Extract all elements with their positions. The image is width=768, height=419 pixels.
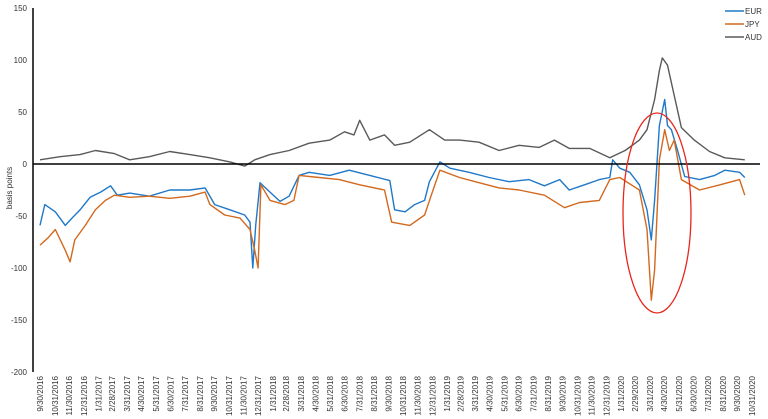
series-line-aud	[39, 57, 745, 167]
highlight-ellipse	[622, 112, 692, 314]
x-tick-label: 3/31/2018	[297, 375, 306, 411]
x-tick-label: 6/30/2020	[689, 375, 698, 411]
x-tick-label: 11/30/2019	[588, 375, 597, 415]
x-tick-label: 4/30/2020	[660, 375, 669, 411]
x-tick-label: 9/30/2019	[559, 375, 568, 411]
y-axis-label: basis points	[5, 167, 14, 209]
x-tick-label: 5/31/2019	[500, 375, 509, 411]
x-tick-label: 10/31/2016	[51, 375, 60, 416]
x-tick-label: 6/30/2017	[166, 375, 175, 411]
y-tick-label: 150	[14, 4, 28, 13]
y-tick-label: -150	[11, 316, 28, 325]
y-tick-label: 0	[23, 160, 28, 169]
x-tick-label: 10/31/2018	[399, 375, 408, 416]
x-tick-label: 12/31/2017	[254, 375, 263, 416]
x-tick-label: 8/31/2020	[719, 375, 728, 411]
x-tick-label: 2/28/2019	[456, 375, 465, 411]
legend-label-eur: EUR	[745, 7, 762, 16]
x-tick-label: 10/31/2020	[748, 375, 757, 416]
x-tick-label: 12/31/2018	[428, 375, 437, 416]
x-tick-label: 1/31/2020	[617, 375, 626, 411]
legend: EUR JPY AUD	[725, 7, 762, 42]
x-tick-label: 10/31/2019	[573, 375, 582, 416]
x-tick-label: 9/30/2017	[210, 375, 219, 411]
x-tick-label: 5/31/2020	[675, 375, 684, 411]
x-tick-label: 12/31/2019	[602, 375, 611, 416]
x-tick-label: 6/30/2018	[340, 375, 349, 411]
x-tick-label: 2/28/2017	[108, 375, 117, 411]
x-tick-label: 8/31/2019	[544, 375, 553, 411]
x-tick-label: 4/30/2018	[311, 375, 320, 411]
x-tick-label: 4/30/2019	[486, 375, 495, 411]
x-tick-label: 11/30/2017	[239, 375, 248, 415]
x-tick-label: 9/30/2016	[36, 375, 45, 411]
x-tick-label: 10/31/2017	[225, 375, 234, 416]
x-tick-label: 6/30/2019	[515, 375, 524, 411]
legend-label-aud: AUD	[745, 33, 762, 42]
x-axis-ticks: 9/30/2016 10/31/2016 11/30/2016 12/31/2016 1…	[36, 375, 757, 416]
series-line-eur	[39, 98, 746, 269]
x-tick-label: 3/31/2017	[123, 375, 132, 411]
series-line-jpy	[39, 128, 746, 301]
x-tick-label: 5/31/2017	[152, 375, 161, 411]
x-tick-label: 3/31/2020	[646, 375, 655, 411]
x-tick-label: 7/31/2020	[704, 375, 713, 411]
x-tick-label: 8/31/2018	[370, 375, 379, 411]
x-tick-label: 7/31/2017	[181, 375, 190, 411]
x-tick-label: 7/31/2018	[355, 375, 364, 411]
x-tick-label: 5/31/2018	[326, 375, 335, 411]
x-tick-label: 9/30/2018	[384, 375, 393, 411]
y-tick-label: 50	[18, 108, 27, 117]
legend-label-jpy: JPY	[745, 20, 760, 29]
x-tick-label: 8/31/2017	[196, 375, 205, 411]
x-tick-label: 1/31/2019	[443, 375, 452, 411]
y-axis-ticks: 150 100 50 0 -50 -100 -150 -200	[11, 4, 28, 377]
x-tick-label: 11/30/2018	[413, 375, 422, 415]
y-tick-label: -100	[11, 264, 28, 273]
x-tick-label: 2/28/2018	[282, 375, 291, 411]
x-tick-label: 7/31/2019	[529, 375, 538, 411]
y-tick-label: -200	[11, 368, 28, 377]
x-tick-label: 1/31/2017	[95, 375, 104, 411]
x-tick-label: 9/30/2020	[733, 375, 742, 411]
series-lines	[39, 57, 746, 301]
x-tick-label: 4/30/2017	[137, 375, 146, 411]
x-tick-label: 12/31/2016	[80, 375, 89, 416]
x-tick-label: 1/31/2018	[269, 375, 278, 411]
x-tick-label: 11/30/2016	[65, 375, 74, 415]
x-tick-label: 3/31/2019	[471, 375, 480, 411]
x-tick-label: 2/29/2020	[631, 375, 640, 411]
y-tick-label: -50	[15, 212, 27, 221]
y-tick-label: 100	[14, 56, 28, 65]
